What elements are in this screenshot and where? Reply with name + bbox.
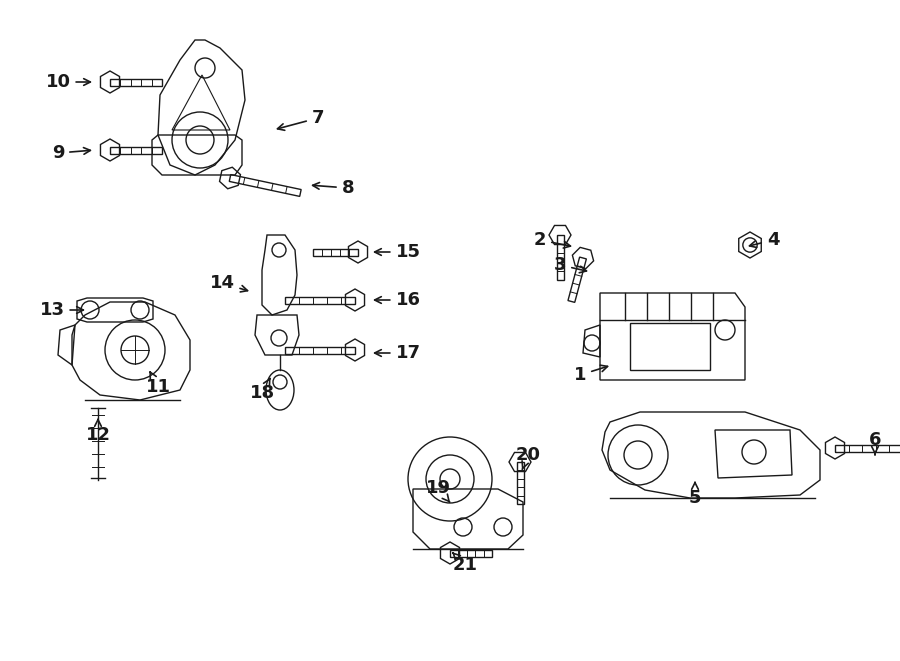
Text: 12: 12 (86, 420, 111, 444)
Text: 15: 15 (374, 243, 420, 261)
Text: 17: 17 (374, 344, 420, 362)
Text: 9: 9 (52, 144, 90, 162)
Text: 11: 11 (146, 372, 170, 396)
Text: 1: 1 (574, 365, 608, 384)
Text: 20: 20 (516, 446, 541, 469)
Text: 8: 8 (312, 179, 355, 197)
Text: 4: 4 (750, 231, 779, 249)
Text: 10: 10 (46, 73, 90, 91)
Text: 19: 19 (426, 479, 451, 502)
Text: 5: 5 (688, 483, 701, 507)
Text: 21: 21 (453, 553, 478, 574)
Text: 13: 13 (40, 301, 84, 319)
Text: 16: 16 (374, 291, 420, 309)
Text: 14: 14 (210, 274, 248, 292)
Text: 2: 2 (534, 231, 571, 249)
Text: 7: 7 (277, 109, 324, 130)
Text: 6: 6 (868, 431, 881, 455)
Text: 18: 18 (249, 379, 274, 402)
Text: 3: 3 (554, 256, 587, 274)
